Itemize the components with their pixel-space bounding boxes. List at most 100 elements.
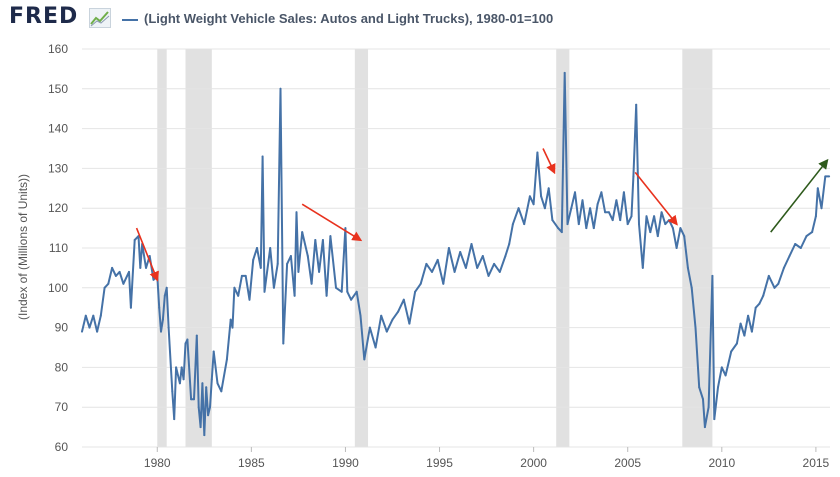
data-point (560, 231, 563, 234)
data-point (340, 290, 343, 293)
y-tick-label: 60 (55, 440, 69, 454)
y-tick-label: 130 (48, 161, 68, 175)
data-point (504, 255, 507, 257)
data-point (252, 258, 255, 261)
data-point (171, 390, 174, 393)
data-point (570, 207, 573, 210)
fred-logo[interactable]: FRED (9, 4, 79, 29)
data-point (782, 266, 785, 269)
data-point (114, 274, 117, 277)
data-point (329, 235, 332, 238)
data-point (306, 255, 309, 257)
data-point (161, 318, 164, 321)
data-point (397, 310, 400, 313)
trend-arrow (301, 203, 363, 242)
x-tick-label: 2005 (614, 456, 641, 470)
data-point (589, 207, 592, 210)
data-point (88, 326, 91, 329)
data-point (133, 239, 136, 241)
data-point (816, 187, 819, 190)
data-point (820, 207, 823, 210)
data-point (209, 406, 211, 409)
data-point (442, 282, 445, 285)
data-point (178, 382, 181, 385)
trend-arrow (135, 227, 159, 282)
data-point (346, 290, 349, 293)
data-point (459, 251, 462, 253)
data-point (359, 314, 362, 317)
data-point (186, 338, 189, 341)
data-point (240, 274, 243, 277)
data-point (720, 366, 723, 369)
data-point (344, 227, 347, 230)
data-point (152, 278, 155, 281)
data-point (735, 342, 738, 345)
data-point (297, 270, 300, 273)
y-tick-label: 160 (48, 42, 68, 56)
x-tick-label: 1985 (238, 456, 265, 470)
data-point (263, 290, 266, 293)
data-point (592, 227, 595, 230)
data-point (301, 231, 304, 234)
data-point (630, 215, 633, 218)
data-point (577, 223, 580, 226)
legend-label: (Light Weight Vehicle Sales: Autos and L… (144, 11, 554, 26)
data-point (743, 334, 746, 337)
data-point (122, 282, 125, 285)
data-point (237, 294, 240, 297)
data-point (335, 286, 337, 289)
data-point (581, 199, 584, 202)
data-point (600, 191, 603, 194)
data-point (402, 298, 405, 301)
data-point (391, 318, 394, 321)
y-tick-label: 150 (48, 82, 68, 96)
data-point (536, 151, 539, 154)
data-point (574, 191, 576, 194)
data-point (205, 386, 208, 389)
trend-arrows (135, 148, 829, 282)
trend-arrow (634, 171, 678, 226)
data-point (282, 342, 285, 345)
data-point (272, 286, 275, 289)
data-point (195, 334, 198, 337)
data-point (493, 262, 496, 265)
x-tick-label: 2015 (803, 456, 830, 470)
data-point (374, 346, 377, 349)
data-point (163, 294, 166, 297)
data-point (216, 382, 219, 385)
data-point (248, 298, 251, 301)
data-point (464, 266, 467, 269)
data-point (686, 266, 689, 269)
data-point (431, 270, 433, 273)
data-point (190, 398, 193, 401)
data-point (739, 322, 742, 325)
data-point (293, 294, 296, 297)
y-tick-label: 70 (55, 400, 69, 414)
data-point (447, 247, 450, 249)
x-tick-label: 1990 (332, 456, 359, 470)
x-tick-label: 2010 (708, 456, 735, 470)
data-point (276, 262, 279, 265)
data-point (355, 290, 358, 293)
y-tick-label: 90 (55, 321, 69, 335)
data-series-line (81, 71, 830, 437)
data-point (773, 286, 776, 289)
data-point (139, 266, 142, 269)
data-point (604, 211, 607, 214)
data-point (547, 187, 550, 190)
data-point (730, 350, 733, 353)
data-point (286, 262, 289, 265)
data-point (671, 227, 674, 230)
data-point (220, 390, 223, 393)
data-point (314, 239, 317, 241)
data-point (794, 243, 797, 245)
data-point (419, 282, 422, 285)
x-tick-label: 2000 (520, 456, 547, 470)
data-point (269, 247, 272, 249)
data-point (148, 255, 151, 257)
data-point (596, 203, 599, 206)
data-point (476, 266, 479, 269)
data-point (635, 103, 638, 106)
data-point (175, 366, 178, 369)
data-point (244, 274, 247, 277)
